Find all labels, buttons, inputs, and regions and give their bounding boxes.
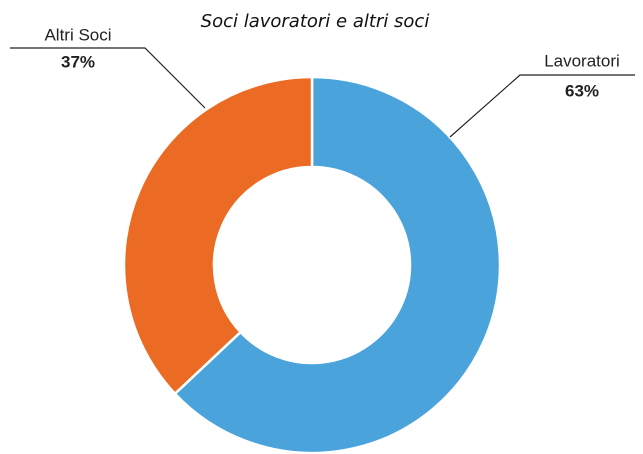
data-label: 63%: [565, 81, 599, 100]
leader-line: [10, 47, 206, 109]
leader-line: [449, 74, 635, 138]
chart-title: Soci lavoratori e altri soci: [201, 11, 430, 32]
wedge: [122, 75, 314, 396]
slice-label: Altri Soci: [44, 25, 111, 44]
wedge: [173, 75, 502, 454]
data-label: 37%: [61, 52, 95, 71]
slice-label: Lavoratori: [544, 51, 620, 70]
